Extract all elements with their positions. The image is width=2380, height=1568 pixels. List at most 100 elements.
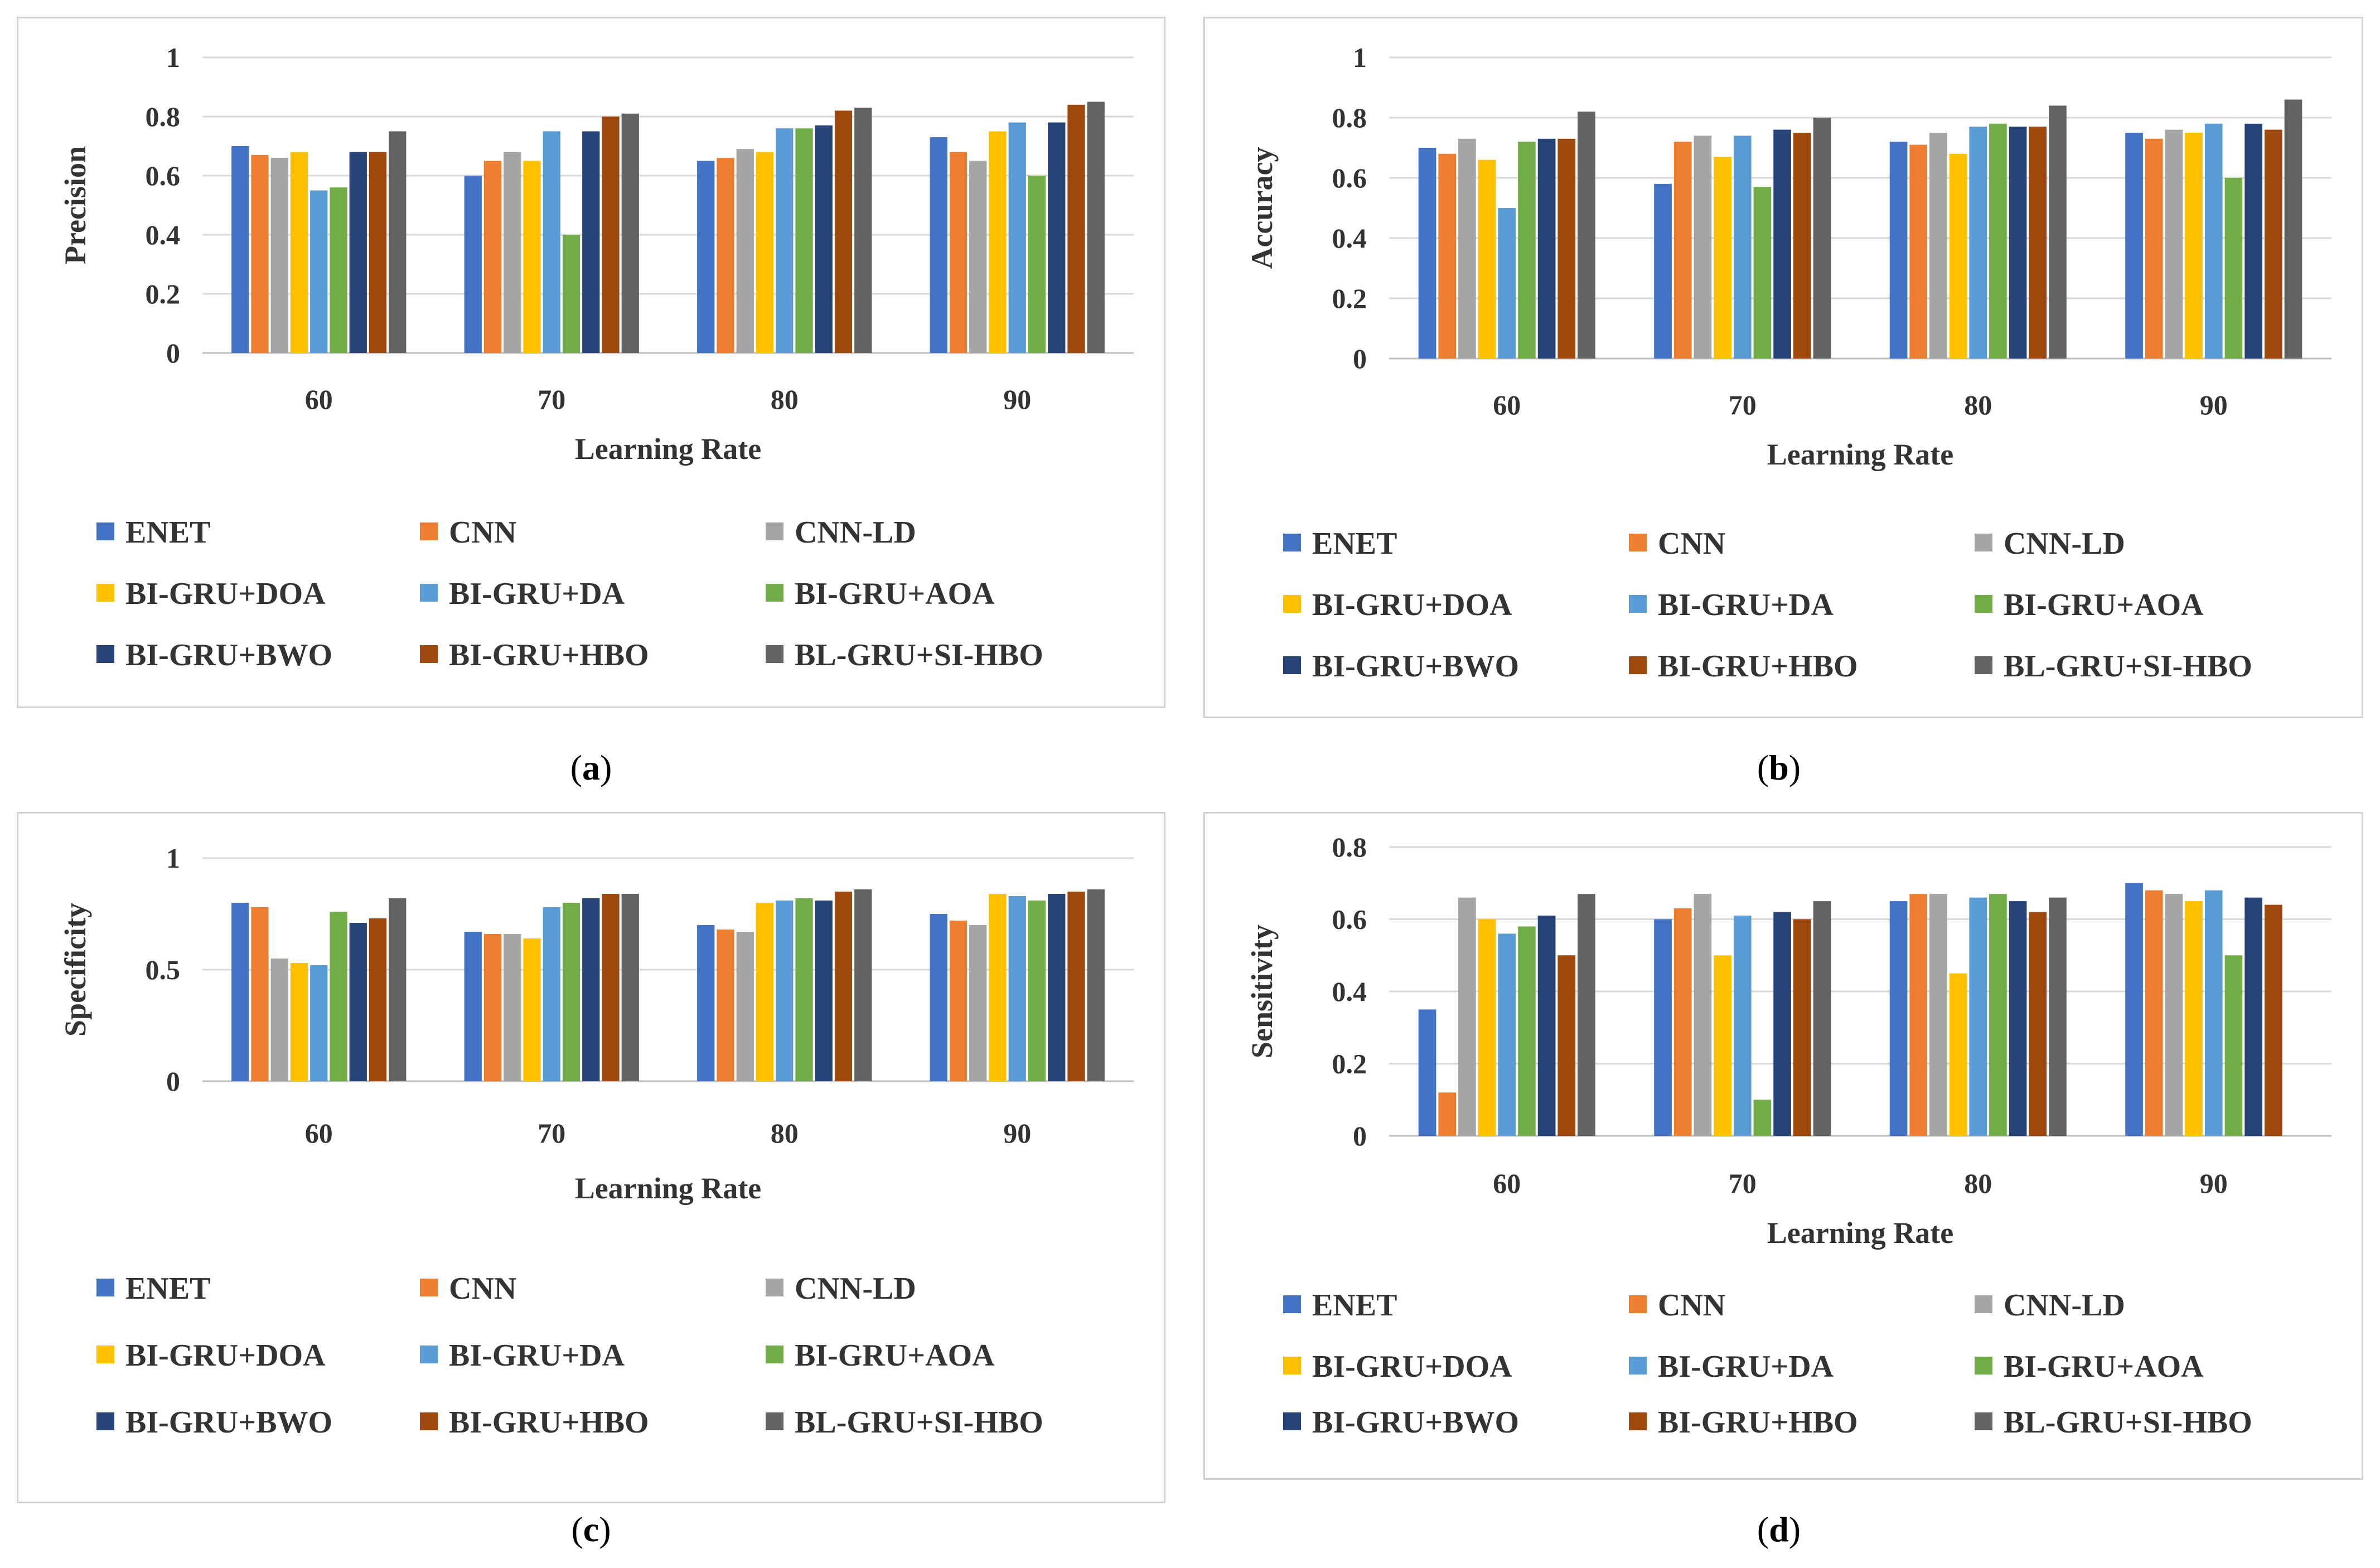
legend-label: ENET (1312, 526, 1397, 561)
bar (1518, 926, 1536, 1136)
bar (2165, 894, 2183, 1136)
bar (602, 117, 620, 353)
bar (2009, 901, 2027, 1136)
legend-label: CNN (1658, 1288, 1725, 1323)
legend-swatch (1629, 1357, 1647, 1375)
legend-label: BL-GRU+SI-HBO (2004, 1405, 2252, 1440)
y-tick-label: 0 (1353, 1120, 1367, 1151)
bar (349, 923, 367, 1081)
bar (697, 161, 715, 353)
legend-swatch (766, 1279, 783, 1296)
bar (949, 921, 968, 1081)
legend-label: BI-GRU+BWO (1312, 649, 1519, 684)
bar (776, 901, 794, 1081)
y-tick-label: 0.2 (1332, 283, 1367, 314)
bar (1438, 1092, 1457, 1136)
bar (989, 894, 1007, 1081)
bar (1458, 897, 1476, 1136)
bar (231, 146, 249, 353)
chart-svg-c: 0 0.5 1 60 70 80 90 Learning Rate Specificity ENE… (59, 843, 1134, 1440)
legend-label: BI-GRU+AOA (2004, 1349, 2204, 1384)
legend-swatch (420, 1279, 438, 1296)
legend-label: BL-GRU+SI-HBO (2004, 649, 2252, 684)
bar (815, 901, 833, 1081)
bar (1087, 101, 1105, 353)
bar (543, 907, 560, 1081)
bar (621, 113, 639, 353)
bar (736, 149, 754, 353)
x-axis-title: Learning Rate (1767, 438, 1953, 471)
bar (2125, 133, 2143, 359)
y-tick-label: 0 (166, 1066, 180, 1097)
bar (1067, 892, 1085, 1081)
bar (1909, 894, 1928, 1136)
bar (389, 898, 407, 1081)
x-tick-label: 60 (1493, 1168, 1521, 1199)
bar (562, 235, 581, 353)
bar (1714, 955, 1731, 1136)
legend-swatch (1975, 595, 1992, 613)
bar (290, 152, 308, 353)
legend-swatch (96, 1412, 114, 1430)
legend-label: CNN-LD (795, 1271, 916, 1306)
legend-label: BI-GRU+DOA (1312, 1349, 1512, 1384)
bar (330, 912, 347, 1081)
x-axis-title: Learning Rate (575, 432, 761, 466)
y-tick-label: 0 (166, 337, 180, 369)
legend-label: BI-GRU+DOA (1312, 588, 1512, 622)
y-tick-label: 0.6 (1332, 162, 1367, 193)
legend-swatch (96, 645, 114, 663)
bar (2224, 178, 2243, 359)
caption-b: (b) (1757, 748, 1801, 787)
legend-label: BI-GRU+AOA (2004, 588, 2204, 622)
bar (756, 903, 774, 1081)
legend-swatch (766, 584, 783, 602)
bar (1753, 187, 1772, 359)
bar (1909, 144, 1928, 359)
bar (989, 131, 1007, 353)
chart-panel-d: 0 0.2 0.4 0.6 0.8 60 70 80 90 Learning Rate Sensit… (1203, 812, 2363, 1480)
x-tick-label: 90 (2200, 1168, 2228, 1199)
x-tick-label: 80 (1964, 1168, 1992, 1199)
legend-label: BI-GRU+DA (1658, 1349, 1834, 1384)
legend-label: CNN (449, 515, 516, 550)
bar (504, 934, 521, 1081)
bar (2264, 129, 2282, 359)
y-tick-label: 1 (1353, 42, 1367, 73)
bar (523, 161, 541, 353)
bar (1793, 919, 1811, 1136)
bar (1753, 1100, 1772, 1136)
chart-svg-a: 0 0.2 0.4 0.6 0.8 1 60 70 80 90 Learning Rate Preci… (59, 42, 1134, 672)
bar (1949, 973, 1967, 1136)
bar (795, 898, 813, 1081)
bar (310, 190, 328, 353)
y-tick-label: 0.2 (146, 278, 181, 309)
x-tick-label: 60 (1493, 389, 1521, 420)
bar (717, 930, 734, 1081)
bar (2145, 890, 2163, 1136)
legend-swatch (1975, 534, 1992, 551)
y-tick-label: 0.8 (1332, 831, 1367, 863)
y-axis-title: Specificity (59, 903, 92, 1037)
bar (834, 110, 853, 353)
x-tick-label: 90 (1003, 384, 1031, 415)
bar (1989, 123, 2007, 359)
x-tick-label: 70 (538, 1117, 565, 1149)
legend-swatch (1975, 1357, 1992, 1375)
bar (1418, 1009, 1436, 1136)
bar (1889, 142, 1908, 359)
bar (1969, 897, 1987, 1136)
bar (1458, 138, 1476, 359)
legend-label: BI-GRU+HBO (1658, 649, 1858, 684)
bar (1028, 176, 1046, 353)
bar (969, 161, 987, 353)
bar (1498, 933, 1516, 1136)
y-tick-label: 0.8 (146, 101, 181, 132)
bar (1518, 142, 1536, 359)
bar (389, 131, 407, 353)
legend-swatch (1975, 656, 1992, 674)
x-tick-label: 80 (771, 384, 799, 415)
bar (582, 898, 600, 1081)
bar (2204, 890, 2223, 1136)
chart-svg-d: 0 0.2 0.4 0.6 0.8 60 70 80 90 Learning Rate Sensit… (1245, 831, 2331, 1440)
